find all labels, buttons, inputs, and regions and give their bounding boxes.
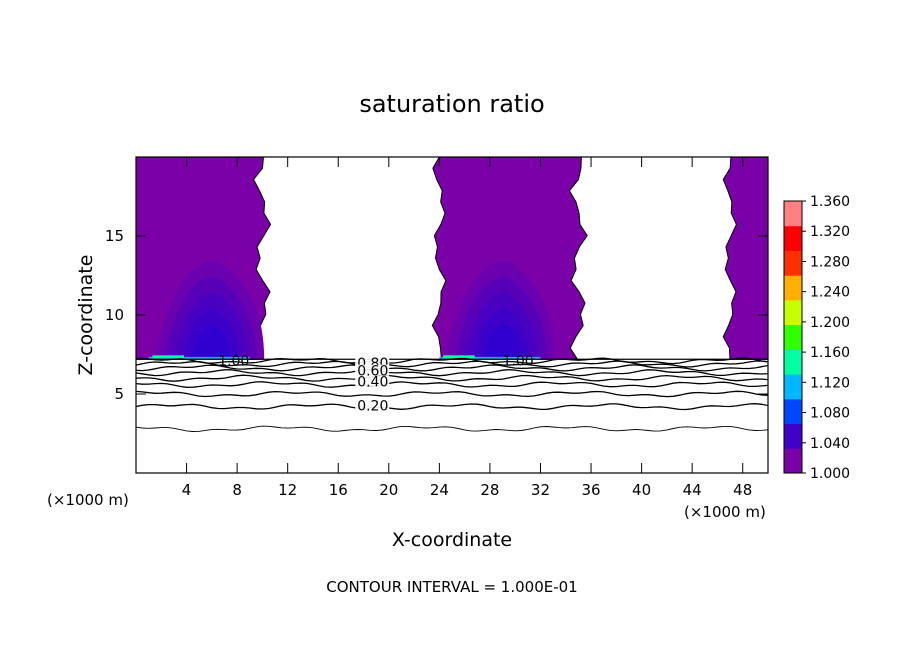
colorbar-swatch bbox=[784, 201, 802, 227]
high-saturation-strip bbox=[148, 356, 250, 360]
contour-label-backdrop bbox=[355, 356, 390, 368]
supersaturated-region bbox=[722, 157, 768, 360]
contour-label: 0.40 bbox=[357, 375, 388, 391]
plot-area: 1.00 1.000.800.600.400.20 bbox=[136, 157, 768, 432]
high-saturation-strip bbox=[439, 356, 541, 360]
colorbar-swatch bbox=[784, 225, 802, 251]
x-tick-label: 44 bbox=[683, 481, 702, 499]
colorbar-swatch bbox=[784, 349, 802, 375]
colorbar-swatch bbox=[784, 374, 802, 400]
colorbar: 1.000 1.040 1.080 1.120 1.160 1.200 1.240 1.280… bbox=[783, 194, 850, 482]
colorbar-swatch bbox=[784, 250, 802, 276]
x-unit-left: (×1000 m) bbox=[47, 491, 129, 509]
x-tick-label: 16 bbox=[329, 481, 348, 499]
x-tick-label: 24 bbox=[430, 481, 449, 499]
contour-label: 1.00 bbox=[503, 353, 534, 369]
contour-line bbox=[136, 369, 768, 377]
x-tick-label: 40 bbox=[632, 481, 651, 499]
colorbar-swatch bbox=[784, 448, 802, 474]
contour-interval-note: CONTOUR INTERVAL = 1.000E-01 bbox=[326, 578, 577, 596]
contour-line bbox=[136, 364, 768, 372]
x-tick-label: 20 bbox=[379, 481, 398, 499]
x-axis-ticks: 4 8 12 16 20 24 28 32 36 40 44 48 bbox=[182, 157, 752, 499]
x-tick-label: 48 bbox=[733, 481, 752, 499]
contour-label: 0.20 bbox=[357, 398, 388, 414]
y-axis-label: Z-coordinate bbox=[75, 255, 97, 376]
contour-line bbox=[136, 425, 768, 432]
x-tick-label: 36 bbox=[581, 481, 600, 499]
contour-label-backdrop bbox=[355, 399, 390, 411]
colorbar-swatch bbox=[784, 423, 802, 449]
contour-label-backdrop bbox=[355, 364, 390, 376]
supersaturation-core-contour bbox=[482, 324, 521, 360]
y-tick-label: 15 bbox=[105, 227, 124, 245]
y-tick-label: 5 bbox=[114, 385, 124, 403]
colorbar-label: 1.320 bbox=[810, 224, 850, 240]
colorbar-label: 1.360 bbox=[810, 194, 850, 210]
x-unit-right: (×1000 m) bbox=[684, 503, 766, 521]
contour-label: 0.60 bbox=[357, 364, 388, 380]
colorbar-label: 1.040 bbox=[810, 436, 850, 452]
colorbar-frame bbox=[783, 200, 803, 474]
x-tick-label: 28 bbox=[480, 481, 499, 499]
contour-line bbox=[136, 381, 768, 388]
x-axis-label: X-coordinate bbox=[392, 529, 512, 551]
y-axis-ticks: 5 10 15 bbox=[105, 227, 768, 403]
contour-line bbox=[136, 360, 768, 368]
x-tick-label: 12 bbox=[278, 481, 297, 499]
colorbar-swatch bbox=[784, 398, 802, 425]
contour-line bbox=[136, 374, 768, 382]
contour-label: 1.00 bbox=[218, 353, 249, 369]
colorbar-label: 1.000 bbox=[810, 466, 850, 482]
colorbar-label: 1.240 bbox=[810, 285, 850, 301]
colorbar-label: 1.160 bbox=[810, 345, 850, 361]
x-tick-label: 32 bbox=[531, 481, 550, 499]
colorbar-swatch bbox=[784, 275, 802, 301]
x-tick-label: 4 bbox=[182, 481, 192, 499]
colorbar-label: 1.280 bbox=[810, 254, 850, 270]
colorbar-swatch bbox=[784, 324, 802, 350]
y-tick-label: 10 bbox=[105, 306, 124, 324]
peak-saturation-strip bbox=[443, 355, 475, 359]
contour-line bbox=[136, 390, 768, 398]
colorbar-label: 1.080 bbox=[810, 406, 850, 422]
peak-saturation-strip bbox=[152, 355, 185, 359]
contour-line bbox=[136, 403, 768, 411]
supersaturation-core-contour bbox=[191, 324, 231, 360]
x-tick-label: 8 bbox=[232, 481, 242, 499]
colorbar-label: 1.120 bbox=[810, 375, 850, 391]
colorbar-label: 1.200 bbox=[810, 315, 850, 331]
contour-label-backdrop bbox=[355, 375, 390, 387]
colorbar-swatch bbox=[784, 299, 802, 326]
chart-title: saturation ratio bbox=[359, 90, 544, 118]
